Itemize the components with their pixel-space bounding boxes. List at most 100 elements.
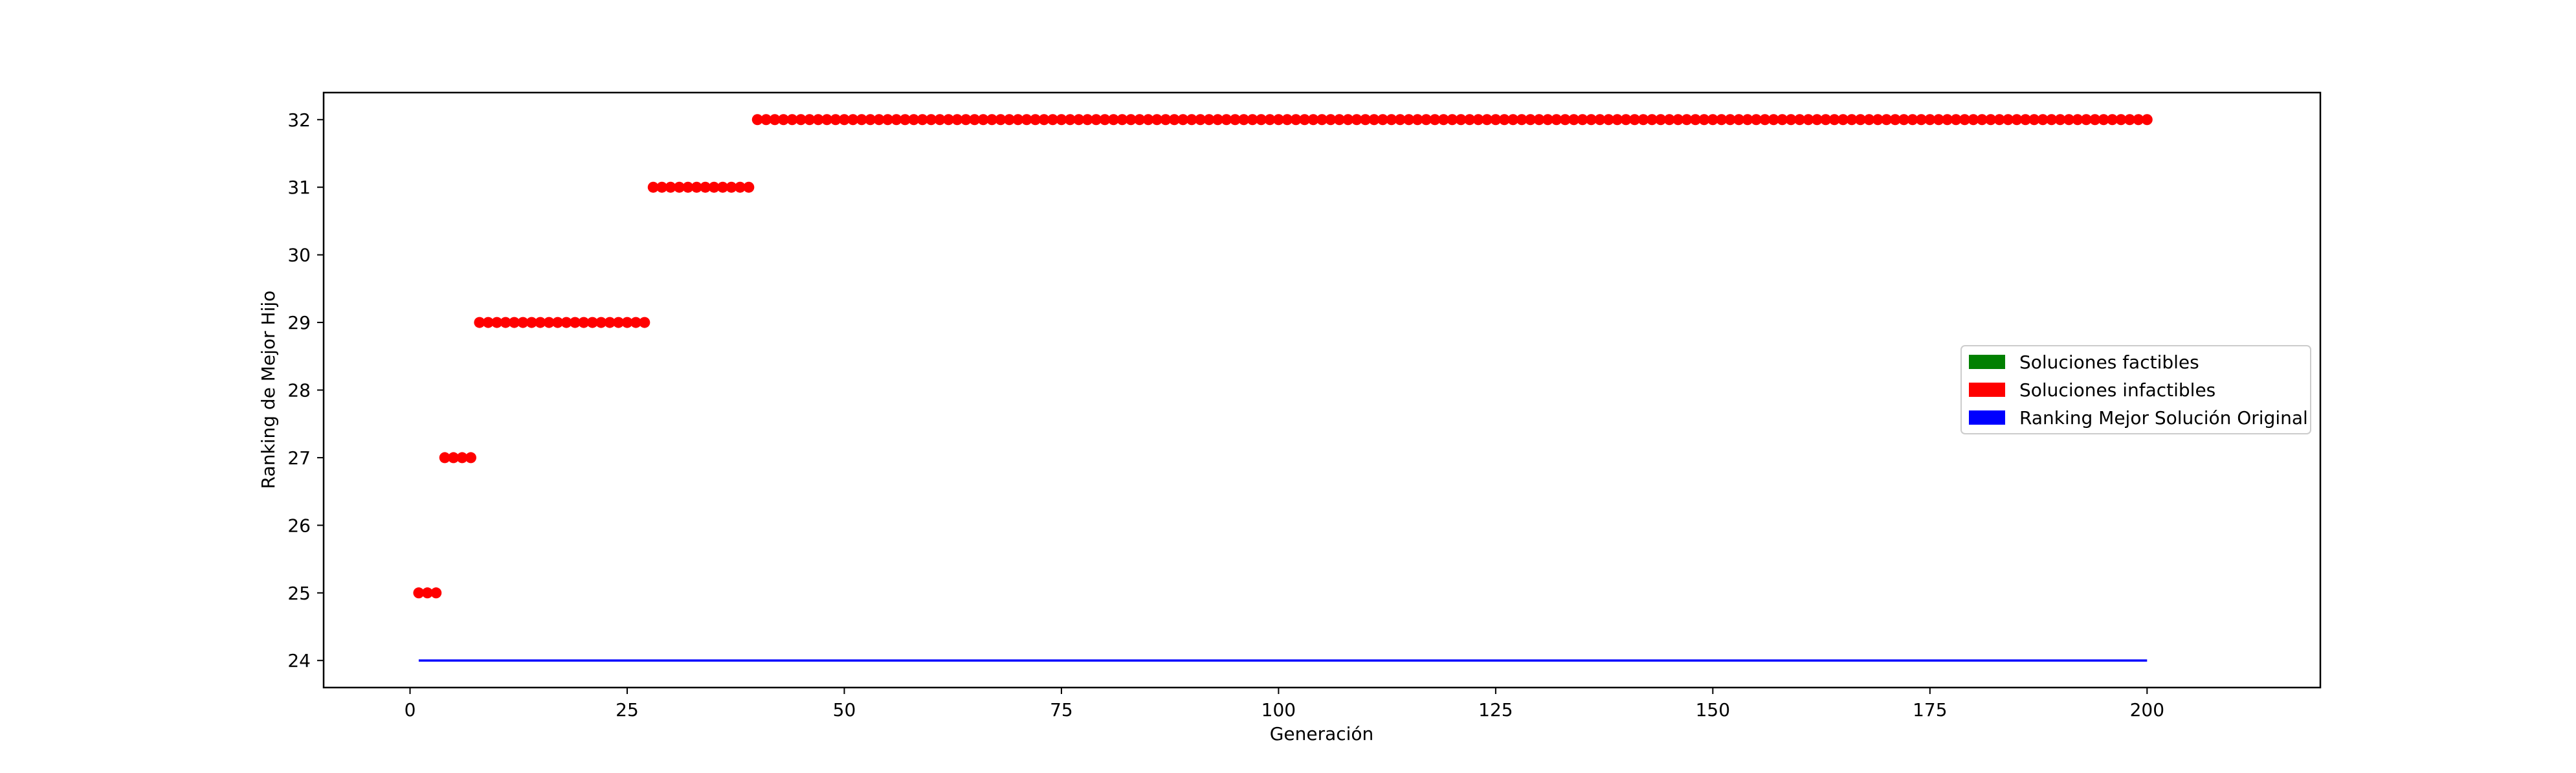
data-point <box>1091 114 1102 126</box>
x-tick-label: 0 <box>405 699 416 721</box>
data-point <box>491 317 503 328</box>
data-point <box>1056 114 1067 126</box>
y-tick-label: 26 <box>287 515 311 536</box>
data-point <box>1568 114 1580 126</box>
data-point <box>1820 114 1832 126</box>
data-point <box>1107 114 1119 126</box>
data-point <box>1333 114 1345 126</box>
data-point <box>926 114 937 126</box>
data-point <box>856 114 867 126</box>
data-point <box>1638 114 1649 126</box>
data-point <box>1299 114 1311 126</box>
legend-swatch <box>1969 383 2005 397</box>
data-point <box>1838 114 1849 126</box>
data-point <box>1429 114 1441 126</box>
data-point <box>1186 114 1197 126</box>
data-point <box>1854 114 1866 126</box>
data-point <box>908 114 920 126</box>
data-point <box>1542 114 1553 126</box>
data-point <box>1134 114 1146 126</box>
data-point <box>1942 114 1953 126</box>
y-tick-label: 27 <box>287 447 311 469</box>
data-point <box>2003 114 2014 126</box>
data-point <box>1533 114 1545 126</box>
data-point <box>1750 114 1762 126</box>
data-point <box>526 317 537 328</box>
data-point <box>1377 114 1388 126</box>
data-point <box>761 114 772 126</box>
y-tick-label: 32 <box>287 109 311 131</box>
data-point <box>1099 114 1111 126</box>
x-axis: 0 25 50 75 100 125 150 175 200 <box>405 688 2164 721</box>
data-point <box>977 114 989 126</box>
data-point <box>1629 114 1641 126</box>
data-point <box>1151 114 1163 126</box>
data-point <box>1559 114 1571 126</box>
x-tick-label: 100 <box>1261 699 1296 721</box>
y-axis: 24 25 26 27 28 29 30 31 32 <box>287 109 324 671</box>
data-point <box>1342 114 1354 126</box>
data-point <box>1698 114 1710 126</box>
data-point <box>1472 114 1484 126</box>
data-point <box>595 317 607 328</box>
data-point <box>2019 114 2031 126</box>
data-point <box>1368 114 1380 126</box>
data-point <box>1976 114 1988 126</box>
data-point <box>942 114 954 126</box>
legend-label: Soluciones factibles <box>2019 352 2199 373</box>
data-point <box>1915 114 1927 126</box>
data-point <box>1238 114 1250 126</box>
data-point <box>830 114 841 126</box>
data-point <box>639 317 650 328</box>
data-point <box>1290 114 1302 126</box>
data-point <box>621 317 633 328</box>
data-point <box>2072 114 2083 126</box>
data-point <box>812 114 824 126</box>
data-point <box>1777 114 1788 126</box>
data-point <box>1889 114 1901 126</box>
data-point <box>847 114 859 126</box>
y-tick-label: 25 <box>287 583 311 604</box>
data-point <box>1594 114 1606 126</box>
x-tick-label: 75 <box>1050 699 1073 721</box>
y-tick-label: 30 <box>287 245 311 266</box>
data-point <box>1707 114 1718 126</box>
data-point <box>535 317 546 328</box>
data-point <box>448 452 460 464</box>
data-point <box>2046 114 2058 126</box>
data-point <box>700 181 711 193</box>
data-point <box>500 317 511 328</box>
data-point <box>1030 114 1041 126</box>
data-point <box>891 114 902 126</box>
data-point <box>1759 114 1771 126</box>
data-point <box>1021 114 1032 126</box>
data-point <box>1690 114 1702 126</box>
x-tick-label: 150 <box>1696 699 1730 721</box>
data-point <box>1038 114 1050 126</box>
data-point <box>482 317 494 328</box>
data-point <box>647 181 659 193</box>
data-point <box>2037 114 2049 126</box>
legend-label: Soluciones infactibles <box>2019 379 2215 401</box>
data-point <box>413 587 425 599</box>
data-point <box>1082 114 1093 126</box>
data-point <box>439 452 450 464</box>
data-point <box>2124 114 2135 126</box>
data-point <box>899 114 911 126</box>
data-point <box>1256 114 1267 126</box>
data-point <box>517 317 529 328</box>
data-point <box>1307 114 1319 126</box>
data-point <box>1924 114 1936 126</box>
data-point <box>1733 114 1745 126</box>
data-point <box>1620 114 1632 126</box>
data-point <box>665 181 676 193</box>
data-point <box>509 317 520 328</box>
data-point <box>1933 114 1944 126</box>
y-tick-label: 31 <box>287 177 311 198</box>
data-point <box>1898 114 1910 126</box>
data-point <box>1455 114 1467 126</box>
data-point <box>1272 114 1284 126</box>
data-point <box>1742 114 1753 126</box>
data-point <box>1447 114 1458 126</box>
